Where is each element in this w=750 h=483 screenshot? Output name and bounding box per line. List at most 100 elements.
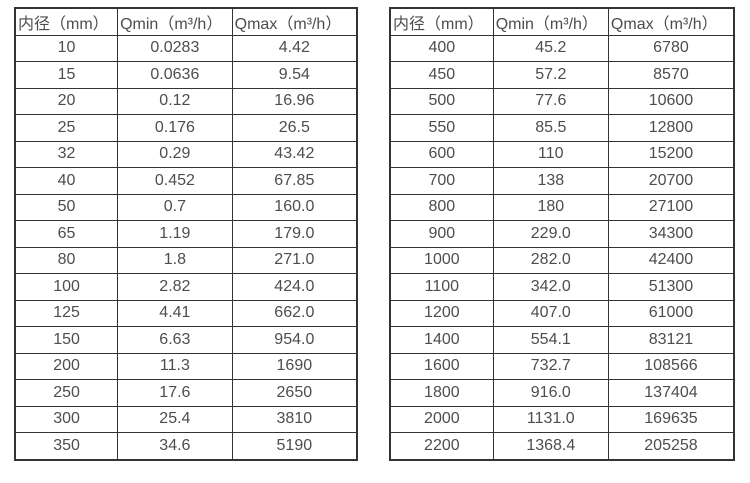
cell-qmin: 916.0 [492, 379, 609, 407]
cell-diameter: 350 [14, 432, 119, 460]
cell-diameter: 500 [389, 87, 494, 115]
cell-qmin: 0.12 [117, 87, 233, 115]
table-row: 250 17.6 2650 [14, 379, 358, 407]
cell-qmax: 205258 [607, 432, 735, 460]
table-row: 100 2.82 424.0 [14, 273, 358, 301]
cell-qmin: 4.41 [117, 299, 233, 327]
cell-qmin: 732.7 [492, 352, 609, 380]
cell-qmin: 1368.4 [492, 432, 609, 460]
flow-table-large-diameter: 内径（mm） Qmin（m³/h） Qmax（m³/h） 400 45.2 6780 450… [389, 7, 735, 461]
cell-diameter: 2000 [389, 405, 494, 433]
table-row: 200 11.3 1690 [14, 352, 358, 380]
table-row: 25 0.176 26.5 [14, 114, 358, 142]
table-row: 800 180 27100 [389, 193, 735, 221]
column-header-diameter: 内径（mm） [389, 7, 494, 36]
table-row: 450 57.2 8570 [389, 61, 735, 89]
cell-qmin: 180 [492, 193, 609, 221]
cell-diameter: 1100 [389, 273, 494, 301]
cell-diameter: 1600 [389, 352, 494, 380]
cell-qmax: 51300 [607, 273, 735, 301]
table-row: 10 0.0283 4.42 [14, 34, 358, 62]
cell-qmax: 271.0 [231, 246, 358, 274]
cell-qmin: 0.7 [117, 193, 233, 221]
cell-diameter: 550 [389, 114, 494, 142]
table-row: 125 4.41 662.0 [14, 299, 358, 327]
cell-diameter: 20 [14, 87, 119, 115]
cell-qmax: 67.85 [231, 167, 358, 195]
table-row: 1100 342.0 51300 [389, 273, 735, 301]
cell-diameter: 2200 [389, 432, 494, 460]
cell-qmax: 16.96 [231, 87, 358, 115]
cell-qmax: 9.54 [231, 61, 358, 89]
cell-qmin: 342.0 [492, 273, 609, 301]
cell-diameter: 600 [389, 140, 494, 168]
cell-qmin: 6.63 [117, 326, 233, 354]
column-header-qmin: Qmin（m³/h） [492, 7, 609, 36]
column-header-qmin: Qmin（m³/h） [117, 7, 233, 36]
cell-qmax: 12800 [607, 114, 735, 142]
table-row: 50 0.7 160.0 [14, 193, 358, 221]
table-row: 2000 1131.0 169635 [389, 405, 735, 433]
cell-diameter: 1000 [389, 246, 494, 274]
cell-qmin: 0.0636 [117, 61, 233, 89]
table-row: 1000 282.0 42400 [389, 246, 735, 274]
header-row: 内径（mm） Qmin（m³/h） Qmax（m³/h） [14, 7, 358, 36]
cell-diameter: 1800 [389, 379, 494, 407]
cell-diameter: 125 [14, 299, 119, 327]
cell-qmax: 108566 [607, 352, 735, 380]
cell-qmin: 282.0 [492, 246, 609, 274]
cell-qmin: 0.452 [117, 167, 233, 195]
cell-qmin: 0.176 [117, 114, 233, 142]
cell-diameter: 15 [14, 61, 119, 89]
table-row: 150 6.63 954.0 [14, 326, 358, 354]
table-row: 600 110 15200 [389, 140, 735, 168]
cell-diameter: 32 [14, 140, 119, 168]
cell-qmax: 5190 [231, 432, 358, 460]
table-row: 350 34.6 5190 [14, 432, 358, 460]
cell-diameter: 1200 [389, 299, 494, 327]
cell-qmax: 169635 [607, 405, 735, 433]
cell-qmin: 110 [492, 140, 609, 168]
cell-qmin: 1.19 [117, 220, 233, 248]
cell-qmin: 0.0283 [117, 34, 233, 62]
cell-qmin: 229.0 [492, 220, 609, 248]
cell-qmax: 179.0 [231, 220, 358, 248]
cell-qmax: 8570 [607, 61, 735, 89]
cell-qmax: 61000 [607, 299, 735, 327]
cell-qmax: 10600 [607, 87, 735, 115]
cell-qmin: 0.29 [117, 140, 233, 168]
cell-qmax: 34300 [607, 220, 735, 248]
table-row: 700 138 20700 [389, 167, 735, 195]
cell-qmax: 42400 [607, 246, 735, 274]
cell-diameter: 1400 [389, 326, 494, 354]
cell-diameter: 300 [14, 405, 119, 433]
header-row: 内径（mm） Qmin（m³/h） Qmax（m³/h） [389, 7, 735, 36]
cell-qmin: 85.5 [492, 114, 609, 142]
cell-diameter: 450 [389, 61, 494, 89]
table-row: 400 45.2 6780 [389, 34, 735, 62]
table-row: 32 0.29 43.42 [14, 140, 358, 168]
table-row: 1200 407.0 61000 [389, 299, 735, 327]
cell-qmin: 45.2 [492, 34, 609, 62]
cell-qmin: 138 [492, 167, 609, 195]
table-row: 20 0.12 16.96 [14, 87, 358, 115]
cell-qmax: 2650 [231, 379, 358, 407]
table-row: 500 77.6 10600 [389, 87, 735, 115]
column-header-qmax: Qmax（m³/h） [607, 7, 735, 36]
cell-qmax: 43.42 [231, 140, 358, 168]
cell-qmax: 1690 [231, 352, 358, 380]
cell-qmin: 1131.0 [492, 405, 609, 433]
cell-qmax: 83121 [607, 326, 735, 354]
cell-diameter: 65 [14, 220, 119, 248]
cell-qmin: 2.82 [117, 273, 233, 301]
cell-qmin: 17.6 [117, 379, 233, 407]
table-row: 1800 916.0 137404 [389, 379, 735, 407]
cell-diameter: 100 [14, 273, 119, 301]
cell-qmax: 137404 [607, 379, 735, 407]
cell-qmax: 954.0 [231, 326, 358, 354]
cell-qmin: 77.6 [492, 87, 609, 115]
cell-qmin: 57.2 [492, 61, 609, 89]
cell-diameter: 150 [14, 326, 119, 354]
cell-qmax: 3810 [231, 405, 358, 433]
